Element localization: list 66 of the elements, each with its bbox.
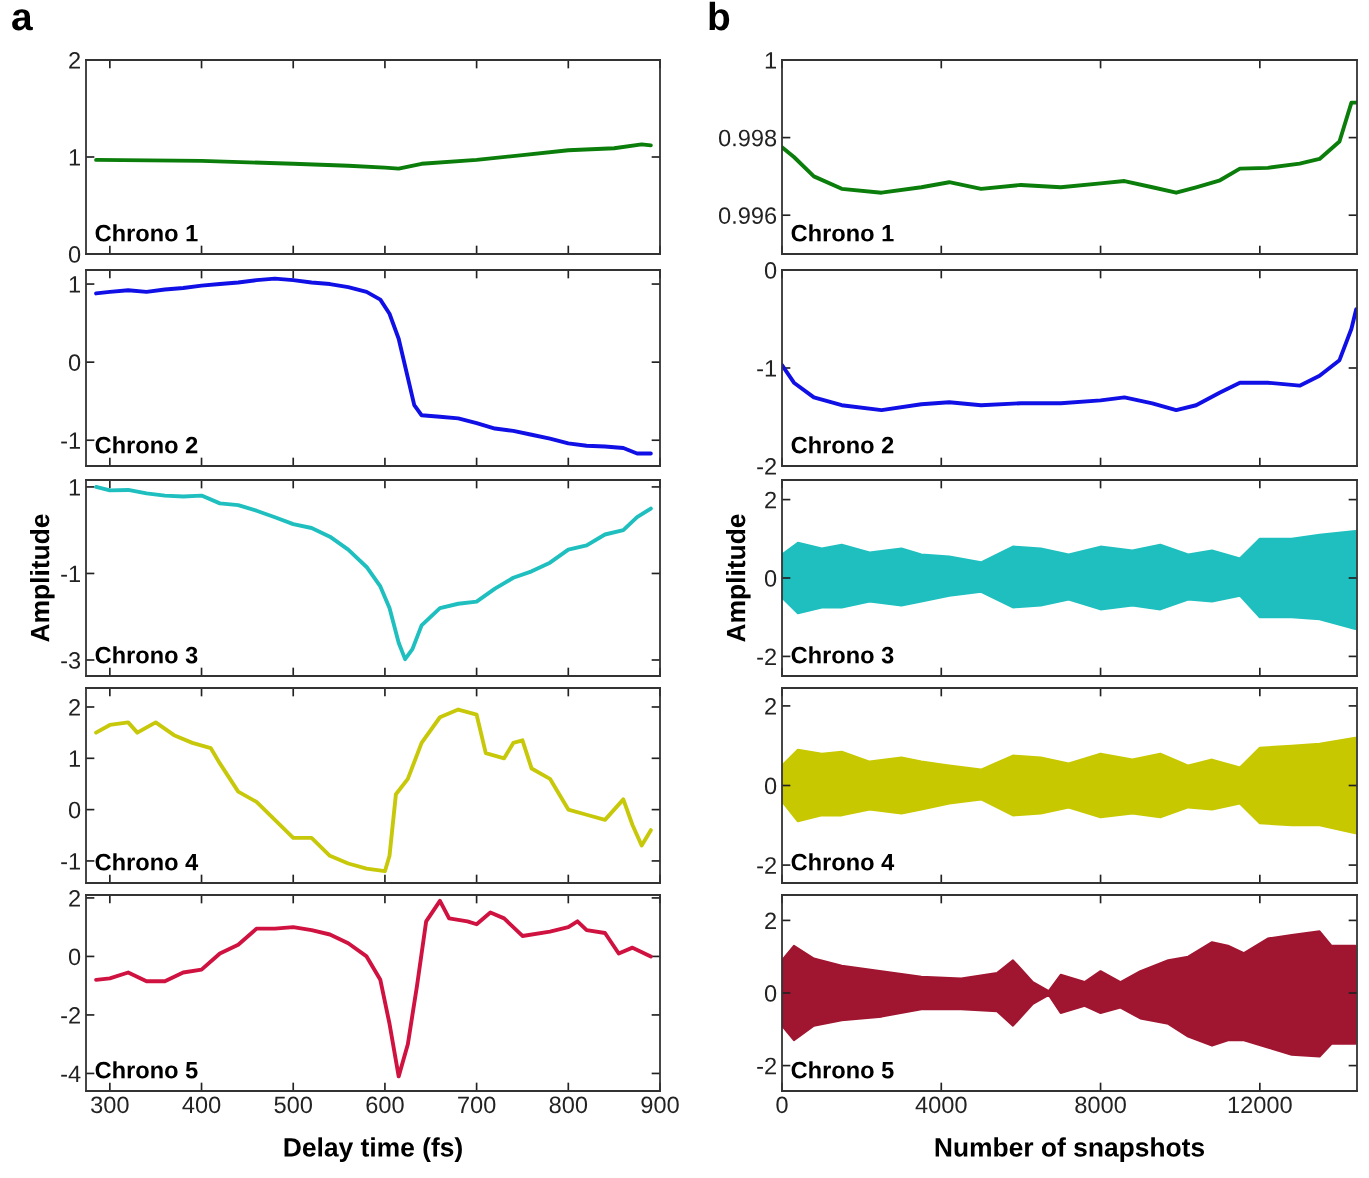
y-tick-label: -2 [757,458,776,475]
y-tick-label: 0 [764,777,777,795]
y-tick-label: 0 [68,948,81,966]
y-tick-label: 2 [69,699,80,716]
y-tick-label: -1 [61,853,80,870]
annotation: Chrono 3 [95,646,198,664]
y-tick-label: 0 [68,354,81,371]
chart-title: a [12,9,33,31]
y-tick-label: 1 [69,479,80,496]
x-tick-label: 4000 [915,1096,967,1114]
x-tick-label: 300 [91,1096,129,1114]
chart-title: b [709,1,730,31]
annotation: Chrono 3 [791,646,894,664]
x-tick-label: 0 [776,1096,788,1114]
y-tick-label: 2 [765,697,776,715]
line-series [782,307,1357,413]
x-axis-title: Delay time (fs) [284,1137,462,1162]
y-tick-label: -4 [61,1065,81,1082]
line-series [94,898,653,1079]
y-tick-label: -2 [757,857,776,874]
line-series [94,276,653,456]
x-tick-label: 800 [549,1096,588,1114]
y-tick-label: 0.996 [718,207,777,224]
y-tick-label: 1 [69,276,80,293]
annotation: Chrono 5 [95,1061,198,1079]
y-tick-label: 2 [765,491,776,509]
y-tick-label: -1 [757,360,776,377]
x-tick-label: 700 [458,1096,496,1114]
y-tick-label: 2 [765,912,776,929]
y-tick-label: -3 [61,652,81,669]
y-tick-label: 0.998 [718,129,777,147]
x-tick-label: 8000 [1075,1096,1126,1114]
annotation: Chrono 5 [791,1061,894,1079]
annotation: Chrono 2 [95,436,198,454]
annotation: Chrono 4 [95,853,199,871]
y-tick-label: 0 [764,570,777,587]
y-tick-label: -2 [757,1057,776,1075]
x-tick-label: 400 [182,1096,221,1114]
line-series [782,100,1357,195]
y-tick-label: 0 [68,801,81,819]
y-tick-label: 2 [69,889,80,907]
y-axis-title: Amplitude [29,514,55,642]
y-tick-label: 0 [764,262,777,279]
y-axis-title: Amplitude [725,514,751,642]
y-tick-label: 2 [69,52,80,69]
line-series [94,707,653,874]
x-tick-label: 900 [641,1096,679,1114]
annotation: Chrono 1 [791,224,894,242]
y-tick-label: -2 [757,648,776,665]
y-tick-label: 0 [764,985,777,1002]
y-tick-label: 0 [68,246,81,263]
y-tick-label: -1 [61,565,80,583]
line-series [94,142,653,171]
y-tick-label: 1 [69,149,80,166]
y-tick-label: -2 [61,1007,80,1024]
x-tick-label: 12000 [1228,1096,1292,1114]
y-tick-label: 1 [69,750,80,767]
annotation: Chrono 2 [791,436,894,454]
annotation: Chrono 4 [791,853,895,871]
y-tick-label: 1 [765,52,776,69]
annotation: Chrono 1 [95,224,198,242]
line-series [94,484,653,662]
x-axis-title: Number of snapshots [935,1137,1205,1162]
x-tick-label: 600 [366,1096,404,1114]
y-tick-label: -1 [61,432,80,449]
x-tick-label: 500 [274,1096,312,1114]
